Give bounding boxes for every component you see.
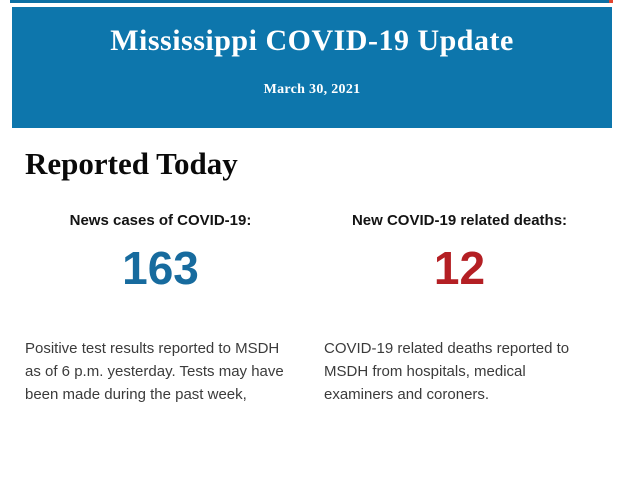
- stat-new-deaths: New COVID-19 related deaths: 12 COVID-19…: [324, 212, 595, 406]
- top-accent-bar: [10, 0, 613, 3]
- section-title: Reported Today: [25, 146, 238, 181]
- new-cases-value: 163: [122, 242, 199, 294]
- stat-new-cases: News cases of COVID-19: 163 Positive tes…: [25, 212, 296, 406]
- new-deaths-description: COVID-19 related deaths reported to MSDH…: [324, 340, 570, 403]
- new-cases-label: News cases of COVID-19:: [69, 212, 252, 229]
- newsletter-title: Mississippi COVID-19 Update: [110, 24, 514, 57]
- content-area: Reported Today News cases of COVID-19: 1…: [0, 128, 620, 406]
- new-deaths-label: New COVID-19 related deaths:: [351, 212, 568, 229]
- new-cases-description: Positive test results reported to MSDH a…: [25, 340, 284, 403]
- new-deaths-value: 12: [433, 242, 486, 294]
- stats-grid: News cases of COVID-19: 163 Positive tes…: [25, 212, 595, 406]
- newsletter-date: March 30, 2021: [263, 82, 361, 97]
- header-banner: Mississippi COVID-19 Update March 30, 20…: [12, 7, 612, 128]
- top-strip-artifact: [609, 0, 613, 3]
